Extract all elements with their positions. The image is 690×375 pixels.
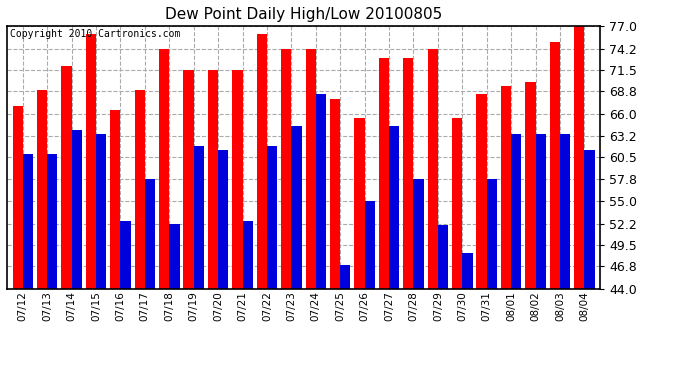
Bar xyxy=(12,106,23,289)
Bar xyxy=(364,201,375,289)
Bar xyxy=(535,134,546,289)
Bar xyxy=(37,90,47,289)
Bar xyxy=(291,126,302,289)
Bar xyxy=(257,34,267,289)
Bar xyxy=(47,153,57,289)
Bar xyxy=(184,70,194,289)
Bar xyxy=(233,70,243,289)
Bar xyxy=(110,110,121,289)
Bar xyxy=(477,94,486,289)
Bar xyxy=(403,58,413,289)
Bar xyxy=(23,153,33,289)
Bar xyxy=(525,82,535,289)
Bar xyxy=(96,134,106,289)
Bar xyxy=(306,48,316,289)
Bar xyxy=(208,70,218,289)
Bar xyxy=(159,48,169,289)
Bar xyxy=(486,179,497,289)
Title: Dew Point Daily High/Low 20100805: Dew Point Daily High/Low 20100805 xyxy=(165,7,442,22)
Bar xyxy=(194,146,204,289)
Bar xyxy=(243,221,253,289)
Bar xyxy=(550,42,560,289)
Bar xyxy=(330,99,340,289)
Bar xyxy=(438,225,449,289)
Bar xyxy=(86,34,96,289)
Bar xyxy=(281,48,291,289)
Text: Copyright 2010 Cartronics.com: Copyright 2010 Cartronics.com xyxy=(10,29,180,39)
Bar xyxy=(72,130,82,289)
Bar xyxy=(511,134,522,289)
Bar xyxy=(413,179,424,289)
Bar xyxy=(316,94,326,289)
Bar xyxy=(340,265,351,289)
Bar xyxy=(452,118,462,289)
Bar xyxy=(379,58,389,289)
Bar xyxy=(218,150,228,289)
Bar xyxy=(121,221,130,289)
Bar xyxy=(389,126,400,289)
Bar xyxy=(135,90,145,289)
Bar xyxy=(462,253,473,289)
Bar xyxy=(267,146,277,289)
Bar xyxy=(501,86,511,289)
Bar xyxy=(61,66,72,289)
Bar xyxy=(428,48,438,289)
Bar xyxy=(560,134,570,289)
Bar xyxy=(574,26,584,289)
Bar xyxy=(145,179,155,289)
Bar xyxy=(169,224,179,289)
Bar xyxy=(584,150,595,289)
Bar xyxy=(355,118,364,289)
